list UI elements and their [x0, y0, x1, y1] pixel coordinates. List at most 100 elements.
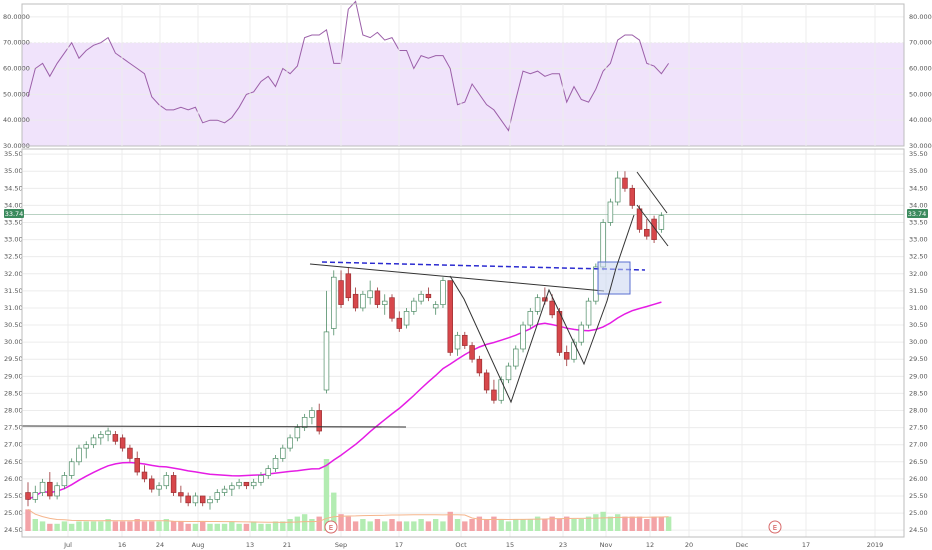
candle-down: [556, 311, 563, 353]
candle-up: [323, 331, 330, 391]
volume-bar: [119, 521, 126, 531]
candle-up: [381, 300, 388, 305]
volume-bar: [396, 521, 402, 531]
last-price-badge-right: [907, 209, 928, 218]
x-tick: 21: [283, 541, 291, 549]
earnings-marker-label: E: [329, 524, 333, 532]
price-y-tick: 32.00: [4, 270, 23, 278]
price-y-tick: 32.50: [909, 253, 928, 261]
breakout-box: [597, 261, 631, 295]
indicator-y-tick: 40.0000: [909, 116, 932, 124]
volume-bar: [163, 519, 170, 531]
volume-bar: [658, 516, 665, 531]
volume-bar: [47, 523, 53, 531]
volume-bar: [272, 521, 279, 531]
volume-bar: [411, 521, 417, 531]
candle-up: [607, 201, 614, 223]
candle-up: [527, 311, 534, 326]
candle-up: [156, 485, 162, 490]
volume-bar: [98, 521, 104, 531]
x-tick: Nov: [600, 541, 613, 549]
volume-bar: [352, 521, 359, 531]
candle-down: [622, 177, 628, 189]
volume-bar: [105, 519, 111, 531]
indicator-y-tick: 60.0000: [909, 65, 932, 73]
x-tick: 13: [246, 541, 254, 549]
volume-bar: [265, 523, 271, 531]
volume-bar: [258, 523, 264, 531]
candle-down: [141, 471, 148, 480]
candle-up: [440, 280, 446, 305]
indicator-y-tick: 50.0000: [3, 90, 30, 98]
candle-down: [476, 358, 483, 374]
indicator-panel: 80.0000 70.0000 60.0000 50.0000 40.0000 30.00…: [3, 0, 932, 150]
price-y-tick: 28.00: [909, 407, 928, 415]
volume-bar: [250, 521, 257, 531]
volume-bar: [418, 519, 424, 531]
indicator-y-tick: 80.0000: [909, 13, 932, 21]
descending-trendline: [309, 263, 605, 292]
price-y-tick: 33.50: [4, 218, 23, 226]
volume-bar: [389, 519, 395, 531]
candle-down: [636, 208, 643, 230]
candle-up: [265, 468, 271, 476]
volume-bar: [614, 514, 621, 531]
volume-bar: [345, 516, 352, 531]
price-panel: 35.50 35.00 34.50 34.00 33.50 33.00 32.50 32.00…: [4, 4, 928, 538]
x-tick: 12: [646, 541, 654, 549]
candle-up: [76, 447, 82, 463]
earnings-marker-sep[interactable]: E: [324, 520, 338, 534]
volume-bar: [432, 519, 439, 531]
candle-up: [250, 481, 257, 487]
indicator-y-tick: 30.0000: [909, 142, 932, 150]
price-y-axis-right: 35.50 35.00 34.50 34.00 33.50 33.00 32.50 32.00…: [909, 150, 928, 534]
price-y-tick: 32.00: [909, 270, 928, 278]
earnings-marker-nov[interactable]: E: [768, 520, 782, 534]
indicator-frame: [21, 3, 905, 147]
price-y-tick: 25.50: [4, 492, 23, 500]
price-y-tick: 34.50: [909, 184, 928, 192]
volume-bar: [382, 521, 388, 531]
volume-bar: [39, 521, 46, 531]
volume-bar: [629, 516, 635, 531]
candle-up: [498, 379, 504, 401]
volume-bar: [83, 521, 89, 531]
candle-down: [170, 475, 177, 493]
price-y-tick: 28.50: [909, 389, 928, 397]
x-tick: 2019: [867, 541, 884, 549]
candle-up: [571, 341, 577, 360]
volume-bar: [236, 523, 242, 531]
price-y-tick: 35.00: [4, 167, 23, 175]
candle-up: [207, 499, 213, 504]
candle-down: [316, 410, 322, 432]
price-y-tick: 31.00: [4, 304, 23, 312]
volume-bar: [112, 521, 119, 531]
volume-bar: [141, 521, 148, 531]
price-y-tick: 25.00: [909, 509, 928, 517]
price-y-axis-left: 35.50 35.00 34.50 34.00 33.50 33.00 32.50 32.00…: [4, 150, 23, 534]
candle-up: [360, 293, 366, 309]
candle-down: [563, 352, 570, 360]
volume-bar: [469, 519, 475, 531]
candle-up: [163, 475, 170, 487]
indicator-y-axis-left: 80.0000 70.0000 60.0000 50.0000 40.0000 30.00…: [3, 13, 30, 150]
candle-down: [396, 317, 403, 329]
candle-down: [374, 290, 381, 305]
candle-up: [301, 417, 308, 428]
volume-bar: [527, 519, 534, 531]
volume-bar: [513, 519, 519, 531]
candle-up: [39, 481, 46, 493]
candle-down: [389, 297, 395, 319]
candle-down: [345, 273, 352, 299]
candle-up: [272, 458, 279, 469]
volume-bar: [134, 519, 140, 531]
indicator-y-tick: 70.0000: [3, 39, 30, 47]
candle-up: [287, 437, 293, 449]
volume-bar: [54, 523, 60, 531]
price-y-tick: 30.00: [4, 338, 23, 346]
indicator-y-tick: 60.0000: [3, 65, 30, 73]
candle-up: [585, 300, 592, 326]
volume-bar: [178, 521, 184, 531]
candle-up: [98, 434, 104, 439]
